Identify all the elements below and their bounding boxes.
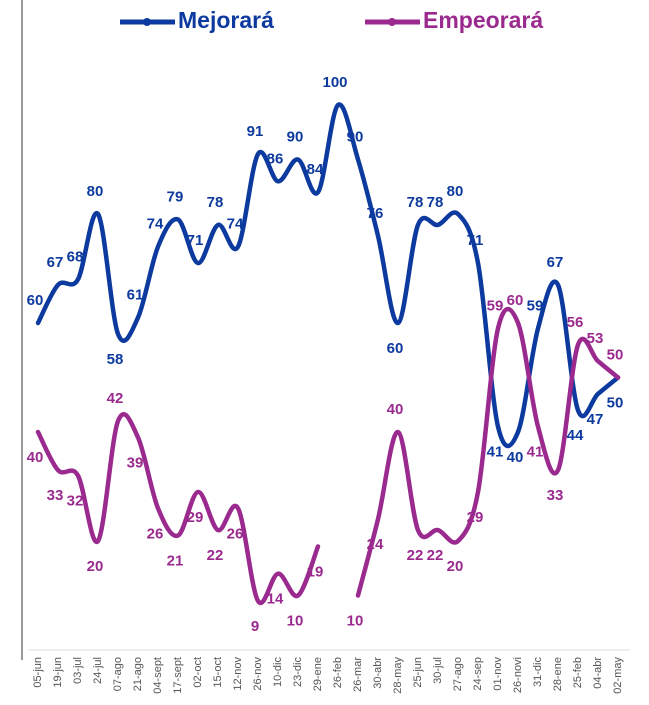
data-label: 10 [287,612,304,629]
x-tick-label: 31-dic [532,657,544,687]
x-tick-label: 24-jul [92,657,104,684]
x-tick-label: 12-nov [232,657,244,691]
x-tick-label: 02-may [612,657,624,694]
x-tick-label: 02-oct [192,657,204,688]
data-label: 58 [107,351,124,368]
data-label: 20 [87,558,104,575]
data-label: 50 [607,394,624,411]
x-tick-label: 30-abr [372,657,384,689]
data-label: 29 [187,509,204,526]
data-label: 21 [167,553,184,570]
data-label: 20 [447,558,464,575]
legend-label: Mejorará [178,7,274,33]
series-line [35,102,621,449]
legend-marker [388,18,396,26]
data-label: 59 [487,297,504,314]
data-label: 79 [167,188,184,205]
data-label: 14 [267,591,284,608]
data-label: 67 [47,254,64,271]
x-tick-label: 04-abr [592,657,604,689]
data-label: 68 [67,248,84,265]
data-label: 78 [207,194,224,211]
data-label: 50 [607,346,624,363]
data-label: 9 [251,618,259,635]
data-label: 41 [487,444,504,461]
x-tick-label: 26-nov [252,657,264,691]
x-tick-label: 21-ago [132,657,144,691]
data-label: 71 [187,232,204,249]
data-label: 78 [427,194,444,211]
data-label: 60 [507,292,524,309]
x-tick-label: 04-sept [152,657,164,694]
data-label: 22 [427,547,444,564]
x-tick-label: 26-novi [512,657,524,693]
data-label: 42 [107,390,124,407]
data-label: 26 [227,525,244,542]
data-label: 84 [307,161,324,178]
x-tick-label: 28-ene [552,657,564,691]
x-tick-label: 05-jun [32,657,44,688]
x-tick-label: 28-may [392,657,404,694]
x-tick-label: 25-feb [572,657,584,688]
data-label: 74 [227,216,244,233]
data-label: 80 [447,183,464,200]
data-label: 60 [27,292,44,309]
legend-marker [143,18,151,26]
data-label: 67 [547,254,564,271]
data-label: 33 [547,487,564,504]
data-label: 32 [67,493,84,510]
x-tick-label: 30-jul [432,657,444,684]
legend-label: Empeorará [423,7,543,33]
data-label: 22 [207,547,224,564]
x-tick-label: 19-jun [52,657,64,688]
data-label: 40 [507,449,524,466]
data-label: 60 [387,340,404,357]
data-label: 86 [267,150,284,167]
x-tick-label: 17-sept [172,657,184,694]
data-label: 24 [367,536,384,553]
data-label: 90 [287,128,304,145]
x-tick-label: 25-jun [412,657,424,688]
data-label: 40 [27,449,44,466]
data-label: 29 [467,509,484,526]
x-tick-label: 15-oct [212,657,224,688]
data-label: 10 [347,612,364,629]
x-tick-label: 24-sep [472,657,484,691]
x-tick-label: 27-ago [452,657,464,691]
x-tick-label: 26-feb [332,657,344,688]
x-tick-label: 29-ene [312,657,324,691]
x-tick-label: 07-ago [112,657,124,691]
data-label: 53 [587,330,604,347]
x-tick-label: 01-nov [492,657,504,691]
data-label: 56 [567,314,584,331]
data-label: 78 [407,194,424,211]
data-label: 59 [527,297,544,314]
data-label: 47 [587,411,604,428]
data-label: 26 [147,525,164,542]
data-label: 33 [47,487,64,504]
data-label: 91 [247,123,264,140]
x-tick-label: 23-dic [292,657,304,687]
data-label: 41 [527,444,544,461]
data-label: 76 [367,205,384,222]
x-tick-label: 03-jul [72,657,84,684]
data-label: 80 [87,183,104,200]
data-label: 61 [127,287,144,304]
data-label: 44 [567,427,584,444]
data-label: 71 [467,232,484,249]
data-label: 74 [147,216,164,233]
data-label: 22 [407,547,424,564]
series-line [35,306,621,606]
x-tick-label: 10-dic [272,657,284,687]
data-label: 39 [127,454,144,471]
data-label: 19 [307,563,324,580]
data-label: 40 [387,401,404,418]
data-label: 100 [322,74,347,91]
data-label: 90 [347,128,364,145]
x-tick-label: 26-mar [352,657,364,692]
